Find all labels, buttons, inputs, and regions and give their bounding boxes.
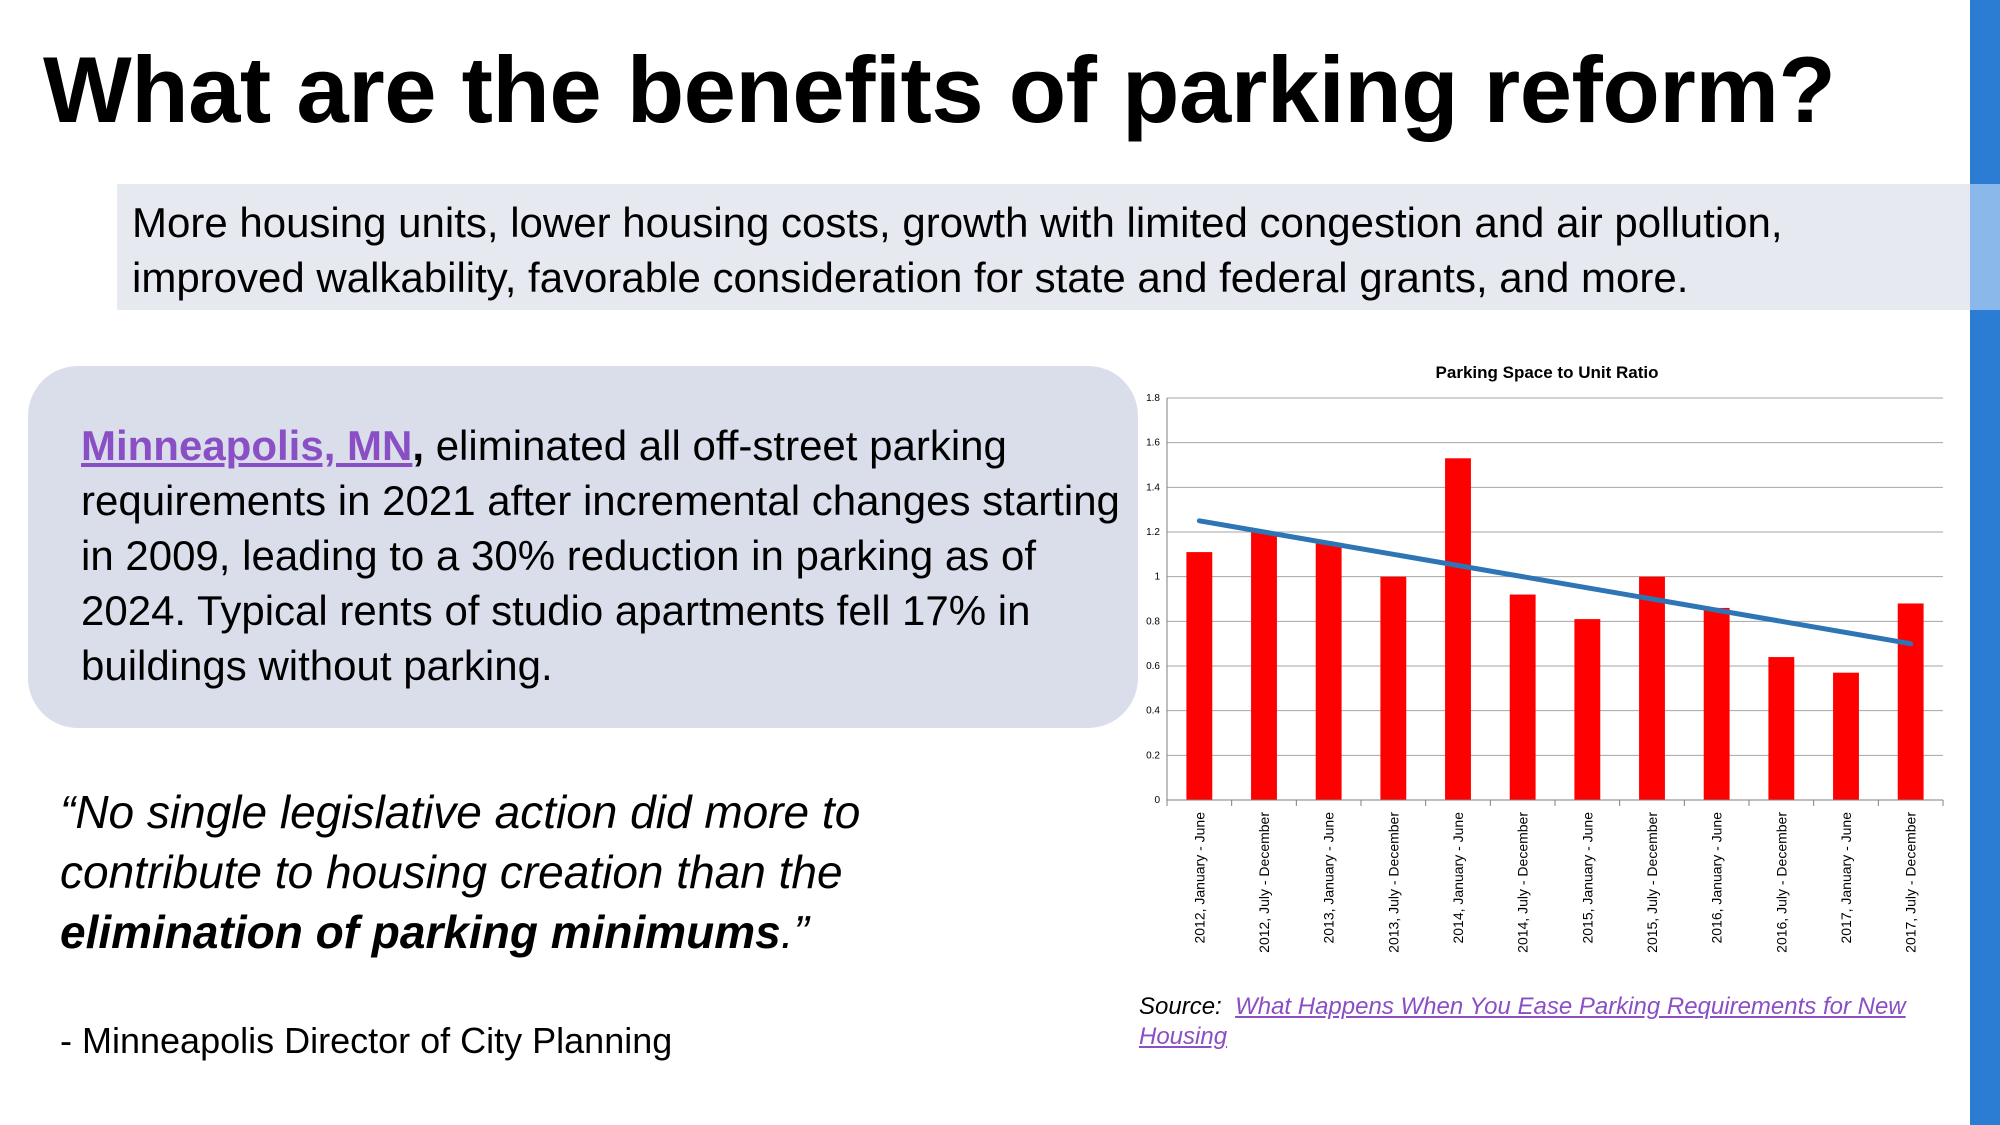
- x-tick-label: 2012, January - June: [1191, 812, 1207, 944]
- x-tick-label: 2015, July - December: [1644, 812, 1660, 953]
- y-tick-label: 1.8: [1146, 393, 1160, 404]
- y-tick-label: 0.2: [1146, 750, 1160, 761]
- quote-emphasis: elimination of parking minimums: [60, 906, 781, 958]
- case-study-body: eliminated all off-street parking requir…: [81, 422, 1120, 689]
- chart-gridlines: [1167, 397, 1943, 756]
- case-study-text: Minneapolis, MN, eliminated all off-stre…: [81, 418, 1121, 693]
- chart-y-ticks: 0 0.2 0.4 0.6 0.8 1 1.2 1.4 1.6 1.8: [1146, 393, 1160, 806]
- summary-box: [117, 184, 1970, 310]
- bar-4: [1380, 576, 1407, 800]
- y-tick-label: 0.6: [1146, 661, 1160, 672]
- planning-quote: “No single legislative action did more t…: [60, 782, 1060, 962]
- bar-7: [1574, 619, 1601, 800]
- x-tick-label: 2014, January - June: [1450, 812, 1466, 944]
- chart-title: Parking Space to Unit Ratio: [1436, 363, 1659, 382]
- bar-8: [1639, 576, 1665, 800]
- x-tick-label: 2017, January - June: [1838, 812, 1854, 944]
- bar-1: [1186, 552, 1213, 800]
- bar-6: [1509, 594, 1536, 800]
- y-tick-label: 1.2: [1146, 527, 1160, 538]
- x-tick-label: 2016, January - June: [1709, 812, 1725, 944]
- source-link[interactable]: What Happens When You Ease Parking Requi…: [1139, 993, 1906, 1050]
- chart-axes: [1166, 398, 1944, 806]
- summary-line-2: improved walkability, favorable consider…: [132, 254, 1689, 301]
- y-tick-label: 0: [1154, 795, 1160, 806]
- x-tick-label: 2013, January - June: [1321, 812, 1337, 944]
- chart-trendline-group: [1196, 518, 1914, 647]
- y-tick-label: 0.8: [1146, 616, 1160, 627]
- case-study-comma: ,: [412, 422, 425, 469]
- parking-ratio-chart: Parking Space to Unit Ratio 0 0.2 0.4 0.6 0.…: [1146, 363, 1944, 953]
- bar-5: [1445, 458, 1471, 800]
- quote-open: “No single legislative action did more t…: [60, 786, 861, 898]
- bar-10: [1768, 657, 1795, 800]
- y-tick-label: 0.4: [1146, 706, 1160, 717]
- x-tick-label: 2017, July - December: [1903, 812, 1919, 953]
- bar-9: [1703, 607, 1730, 800]
- x-tick-label: 2012, July - December: [1256, 812, 1272, 953]
- chart-x-ticks: 2012, January - June 2012, July - Decembe…: [1191, 812, 1918, 953]
- case-study-box: [28, 366, 1138, 728]
- summary-text: More housing units, lower housing costs,…: [132, 195, 1962, 305]
- x-tick-label: 2015, January - June: [1579, 812, 1595, 944]
- x-tick-label: 2013, July - December: [1385, 812, 1401, 953]
- minneapolis-link[interactable]: Minneapolis, MN: [81, 422, 413, 469]
- y-tick-label: 1: [1154, 572, 1160, 583]
- y-tick-label: 1.6: [1146, 438, 1160, 449]
- bar-2: [1251, 532, 1277, 800]
- chart-bars: [1186, 458, 1924, 800]
- summary-line-1: More housing units, lower housing costs,…: [132, 199, 1783, 246]
- y-tick-label: 1.4: [1146, 482, 1160, 493]
- accent-side-bar: [1970, 0, 2000, 1125]
- trendline: [1196, 518, 1914, 647]
- slide-title: What are the benefits of parking reform?: [43, 37, 1836, 142]
- bar-12: [1897, 603, 1924, 800]
- accent-side-bar-highlight: [1970, 184, 2000, 310]
- quote-attribution: - Minneapolis Director of City Planning: [60, 1020, 673, 1061]
- quote-close: .”: [780, 906, 809, 958]
- bar-11: [1833, 672, 1859, 800]
- source-label: Source:: [1139, 993, 1222, 1020]
- x-tick-label: 2016, July - December: [1773, 812, 1789, 953]
- bar-3: [1315, 543, 1342, 800]
- source-citation: Source: What Happens When You Ease Parki…: [1139, 992, 1969, 1052]
- x-tick-label: 2014, July - December: [1515, 812, 1531, 953]
